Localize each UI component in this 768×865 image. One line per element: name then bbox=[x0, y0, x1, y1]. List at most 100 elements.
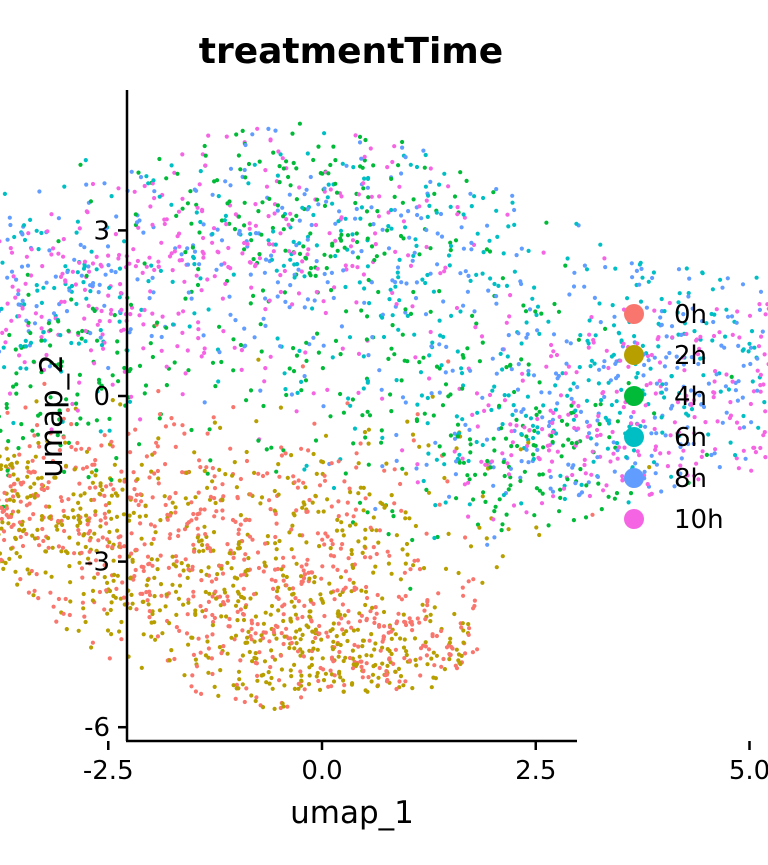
data-point-6h bbox=[656, 321, 661, 326]
data-point-8h bbox=[550, 417, 556, 422]
data-point-8h bbox=[219, 262, 224, 267]
data-point-0h bbox=[289, 527, 294, 532]
data-point-8h bbox=[366, 353, 371, 358]
data-point-2h bbox=[360, 644, 365, 649]
data-point-10h bbox=[758, 445, 763, 451]
data-point-0h bbox=[63, 596, 68, 602]
data-point-0h bbox=[402, 570, 407, 575]
data-point-0h bbox=[281, 555, 286, 561]
data-point-0h bbox=[191, 589, 196, 594]
data-point-0h bbox=[328, 553, 333, 558]
data-point-4h bbox=[196, 267, 201, 272]
data-point-8h bbox=[159, 334, 164, 340]
data-point-0h bbox=[279, 453, 284, 458]
data-point-8h bbox=[278, 344, 283, 349]
data-point-2h bbox=[232, 460, 237, 465]
data-point-0h bbox=[92, 462, 97, 467]
data-point-2h bbox=[290, 523, 295, 528]
data-point-4h bbox=[628, 491, 634, 496]
data-point-4h bbox=[403, 307, 408, 312]
data-point-10h bbox=[442, 269, 447, 274]
data-point-0h bbox=[90, 640, 95, 645]
data-point-10h bbox=[589, 472, 594, 477]
data-point-8h bbox=[410, 258, 415, 263]
data-point-2h bbox=[14, 460, 19, 465]
data-point-6h bbox=[41, 330, 46, 335]
data-point-4h bbox=[277, 164, 282, 169]
data-point-2h bbox=[421, 566, 427, 571]
data-point-4h bbox=[281, 166, 286, 171]
data-point-2h bbox=[370, 672, 376, 677]
data-point-4h bbox=[537, 380, 542, 385]
data-point-10h bbox=[482, 408, 487, 413]
data-point-2h bbox=[306, 682, 312, 687]
data-point-4h bbox=[248, 388, 254, 393]
data-point-2h bbox=[331, 679, 337, 684]
data-point-10h bbox=[369, 194, 374, 199]
data-point-10h bbox=[242, 240, 247, 246]
data-point-0h bbox=[402, 656, 407, 661]
data-point-6h bbox=[122, 239, 127, 244]
data-point-10h bbox=[645, 482, 650, 487]
data-point-4h bbox=[367, 413, 373, 418]
data-point-2h bbox=[28, 485, 33, 490]
data-point-2h bbox=[367, 492, 372, 497]
data-point-10h bbox=[300, 259, 305, 264]
data-point-2h bbox=[269, 603, 275, 609]
data-point-2h bbox=[311, 451, 316, 457]
data-point-8h bbox=[755, 356, 760, 361]
data-point-0h bbox=[189, 684, 194, 689]
data-point-4h bbox=[533, 443, 538, 448]
data-point-10h bbox=[340, 346, 345, 351]
data-point-2h bbox=[240, 653, 245, 658]
data-point-6h bbox=[198, 219, 203, 225]
data-point-2h bbox=[294, 629, 299, 634]
data-point-0h bbox=[293, 596, 298, 601]
data-point-6h bbox=[420, 277, 425, 282]
data-point-10h bbox=[561, 486, 567, 491]
data-point-6h bbox=[12, 234, 17, 240]
data-point-2h bbox=[163, 604, 168, 609]
data-point-4h bbox=[164, 383, 169, 388]
data-point-0h bbox=[300, 579, 305, 584]
data-point-0h bbox=[1, 529, 7, 534]
data-point-10h bbox=[747, 313, 753, 318]
data-point-10h bbox=[62, 299, 67, 304]
data-point-6h bbox=[494, 208, 499, 213]
data-point-0h bbox=[154, 440, 159, 445]
data-point-4h bbox=[534, 486, 540, 491]
data-point-2h bbox=[14, 551, 19, 556]
data-point-4h bbox=[92, 308, 97, 313]
data-point-6h bbox=[366, 175, 371, 181]
data-point-8h bbox=[693, 391, 698, 396]
data-point-0h bbox=[152, 524, 157, 529]
data-point-10h bbox=[657, 378, 662, 383]
data-point-8h bbox=[302, 192, 307, 197]
data-point-4h bbox=[506, 487, 511, 492]
data-point-2h bbox=[340, 528, 345, 533]
data-point-4h bbox=[389, 346, 394, 351]
data-point-2h bbox=[65, 515, 71, 521]
data-point-0h bbox=[228, 446, 233, 451]
data-point-10h bbox=[61, 254, 66, 259]
y-ticks: -6-303 bbox=[84, 216, 127, 743]
data-point-4h bbox=[227, 221, 232, 226]
data-point-10h bbox=[286, 222, 291, 227]
data-point-4h bbox=[304, 256, 309, 261]
data-point-2h bbox=[376, 540, 381, 545]
data-point-10h bbox=[202, 350, 207, 355]
data-point-8h bbox=[654, 381, 660, 386]
data-point-0h bbox=[425, 603, 430, 608]
data-point-10h bbox=[730, 379, 735, 384]
data-point-0h bbox=[23, 405, 28, 410]
data-point-10h bbox=[728, 400, 733, 405]
data-point-10h bbox=[695, 352, 701, 357]
data-point-4h bbox=[544, 220, 549, 225]
data-point-0h bbox=[144, 454, 149, 459]
data-point-6h bbox=[419, 393, 424, 398]
data-point-6h bbox=[677, 291, 682, 296]
data-point-4h bbox=[14, 391, 19, 396]
data-point-10h bbox=[696, 477, 701, 482]
data-point-10h bbox=[749, 468, 754, 473]
data-point-2h bbox=[68, 580, 73, 585]
